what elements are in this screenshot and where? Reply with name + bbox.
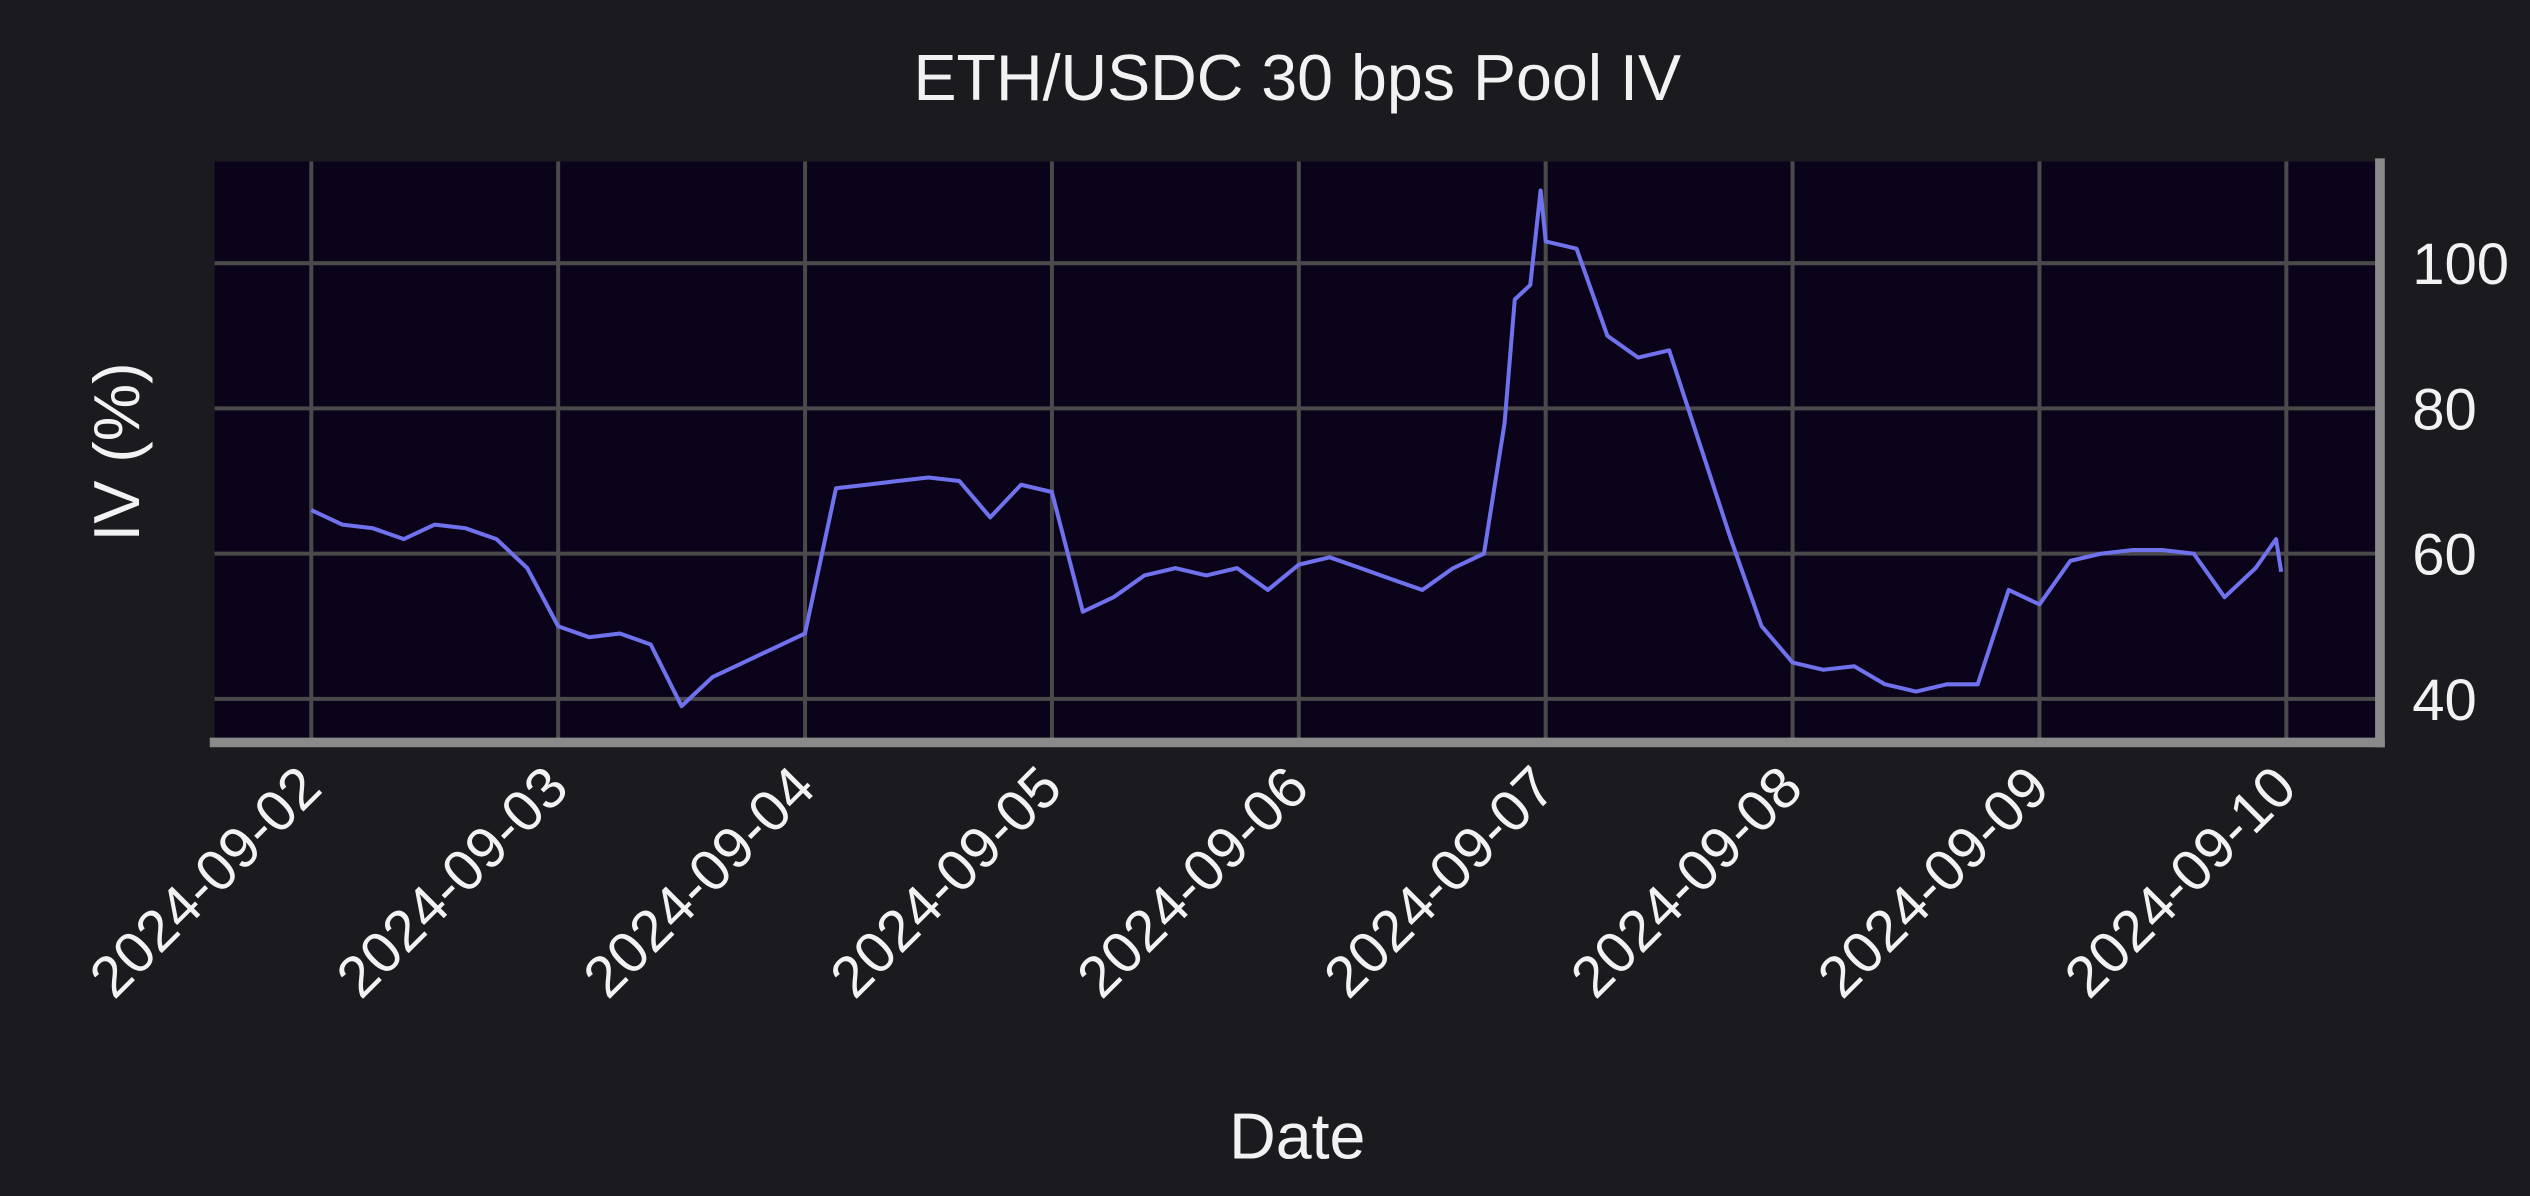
x-axis-label: Date	[1229, 1101, 1365, 1173]
y-tick-label: 60	[2412, 523, 2477, 588]
y-axis-label: IV (%)	[81, 362, 153, 541]
y-tick-label: 100	[2412, 232, 2509, 297]
chart-title: ETH/USDC 30 bps Pool IV	[914, 42, 1682, 114]
y-tick-label: 40	[2412, 668, 2477, 733]
y-tick-label: 80	[2412, 377, 2477, 442]
line-series	[310, 188, 2284, 709]
